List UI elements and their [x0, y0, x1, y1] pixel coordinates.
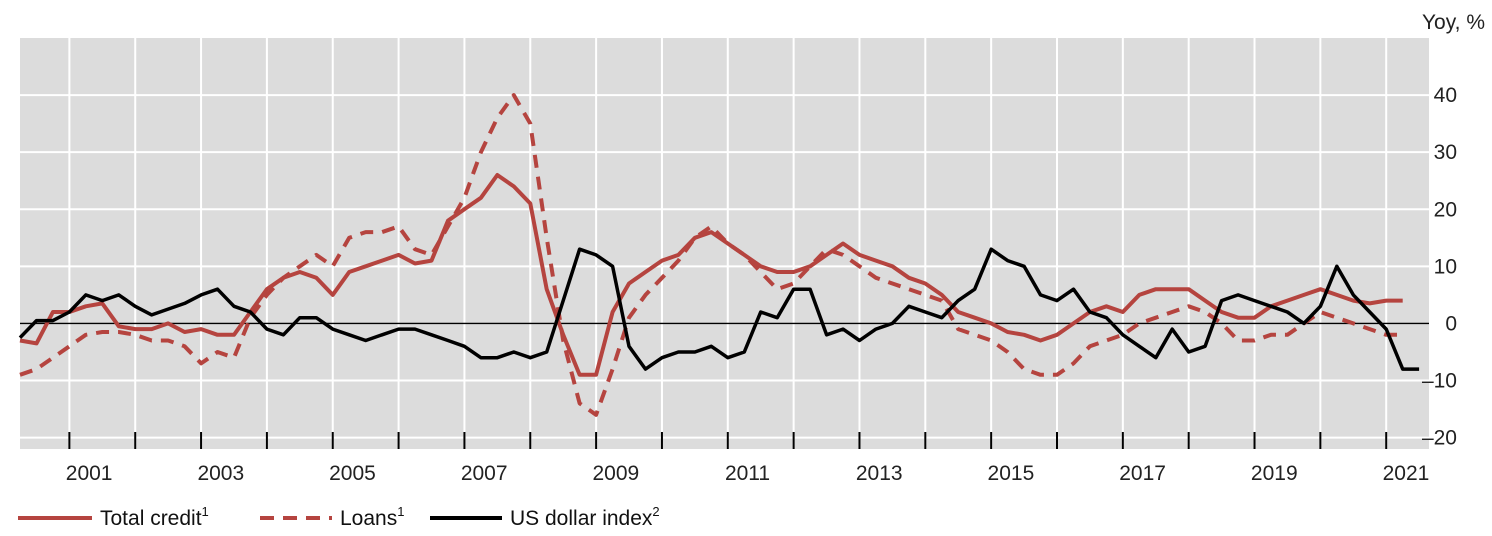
- y-tick-label: –10: [1422, 370, 1457, 393]
- x-tick-label: 2015: [988, 462, 1035, 485]
- unit-label: Yoy, %: [1422, 11, 1485, 34]
- gridlines: [20, 38, 1429, 449]
- x-tick-label: 2001: [66, 462, 113, 485]
- series-layer: [18, 93, 1420, 417]
- x-tick-label: 2013: [856, 462, 903, 485]
- legend-item-loans: Loans1: [260, 504, 404, 530]
- y-tick-label: 40: [1434, 84, 1457, 107]
- x-tick-label: 2009: [593, 462, 640, 485]
- x-tick-label: 2019: [1251, 462, 1298, 485]
- x-tick-label: 2003: [197, 462, 244, 485]
- y-axis: –20 –10 0 10 20 30 40: [1422, 84, 1457, 450]
- legend-label-loans: Loans1: [340, 504, 404, 530]
- x-axis: 2001 2003 2005 2007 2009 2011 2013 2015 2017 2019…: [66, 432, 1430, 485]
- y-tick-label: –20: [1422, 427, 1457, 450]
- x-tick-label: 2021: [1383, 462, 1430, 485]
- x-tick-label: 2005: [329, 462, 376, 485]
- legend: Total credit1 Loans1 US dollar index2: [18, 504, 660, 530]
- legend-item-total-credit: Total credit1: [18, 504, 209, 530]
- x-tick-label: 2007: [461, 462, 508, 485]
- legend-item-us-dollar-index: US dollar index2: [430, 504, 660, 530]
- y-tick-label: 0: [1445, 312, 1457, 335]
- y-tick-label: 10: [1434, 255, 1457, 278]
- x-tick-label: 2017: [1119, 462, 1166, 485]
- series-loans: [19, 93, 1403, 417]
- series-us-dollar-index: [18, 247, 1420, 371]
- legend-label-us-dollar-index: US dollar index2: [510, 504, 660, 530]
- x-tick-label: 2011: [725, 462, 770, 485]
- y-tick-label: 30: [1434, 141, 1457, 164]
- legend-label-total-credit: Total credit1: [100, 504, 209, 530]
- y-tick-label: 20: [1434, 198, 1457, 221]
